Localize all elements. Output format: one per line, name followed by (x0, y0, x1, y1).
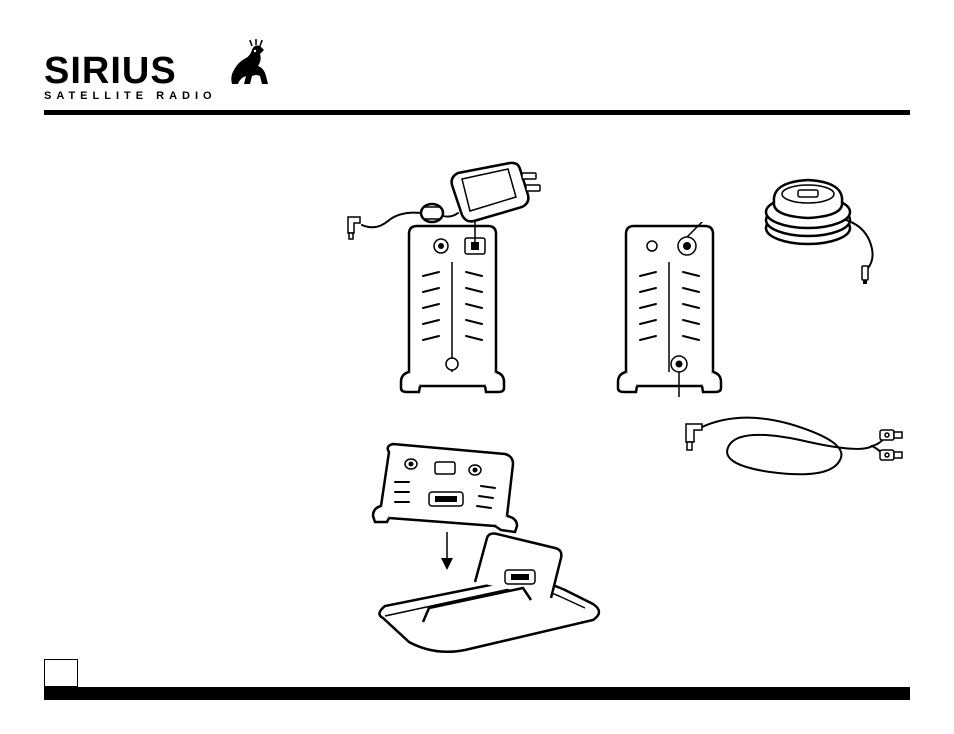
page-number-box (44, 659, 78, 687)
diagram-audio-cable (680, 400, 905, 490)
page-header: SIRIUS SATELLITE RADIO (44, 54, 910, 108)
diagram-dock-into-stand (355, 442, 615, 657)
diagram-antenna (758, 170, 898, 285)
footer-divider (44, 687, 910, 700)
brand-tagline: SATELLITE RADIO (44, 90, 217, 102)
header-divider (44, 110, 910, 115)
brand-text-block: SIRIUS SATELLITE RADIO (44, 54, 217, 102)
brand-logo: SIRIUS SATELLITE RADIO (44, 54, 910, 102)
sirius-dog-icon (222, 36, 278, 92)
brand-name: SIRIUS (44, 54, 217, 88)
diagram-dock-left (395, 222, 510, 397)
diagram-dock-right (612, 222, 727, 397)
